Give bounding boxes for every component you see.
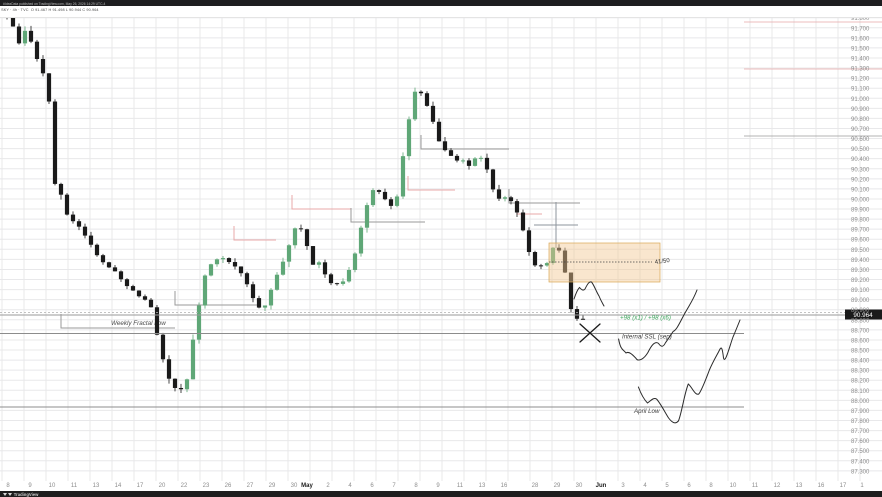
svg-text:23: 23: [203, 483, 210, 489]
svg-text:90.600: 90.600: [851, 137, 870, 143]
svg-text:88.300: 88.300: [851, 369, 870, 375]
svg-text:91.100: 91.100: [851, 87, 870, 93]
svg-text:90.100: 90.100: [851, 187, 870, 193]
svg-text:30: 30: [576, 483, 583, 489]
svg-text:11: 11: [71, 483, 78, 489]
svg-text:89.500: 89.500: [851, 248, 870, 254]
svg-text:+98 (x1) / +98 (x6): +98 (x1) / +98 (x6): [620, 315, 671, 322]
svg-text:29: 29: [269, 483, 276, 489]
svg-text:88.100: 88.100: [851, 389, 870, 395]
svg-text:29: 29: [554, 483, 561, 489]
svg-text:11: 11: [752, 483, 759, 489]
svg-text:90.400: 90.400: [851, 157, 870, 163]
svg-text:22: 22: [181, 483, 188, 489]
svg-text:90.700: 90.700: [851, 127, 870, 133]
svg-text:30: 30: [291, 483, 298, 489]
svg-text:89.000: 89.000: [851, 298, 870, 304]
svg-text:11: 11: [457, 483, 464, 489]
svg-text:13: 13: [796, 483, 803, 489]
svg-text:90.900: 90.900: [851, 107, 870, 113]
svg-text:16: 16: [501, 483, 508, 489]
svg-text:28: 28: [532, 483, 539, 489]
svg-text:88.200: 88.200: [851, 379, 870, 385]
svg-text:April Low: April Low: [633, 408, 660, 415]
svg-text:89.400: 89.400: [851, 258, 870, 264]
svg-text:91.300: 91.300: [851, 67, 870, 73]
svg-text:10: 10: [49, 483, 56, 489]
svg-text:87.300: 87.300: [851, 469, 870, 475]
svg-text:87.900: 87.900: [851, 409, 870, 415]
svg-text:89.700: 89.700: [851, 228, 870, 234]
svg-text:90.300: 90.300: [851, 167, 870, 173]
svg-text:13: 13: [93, 483, 100, 489]
svg-text:Internal SSL (sep): Internal SSL (sep): [622, 334, 672, 341]
svg-text:89.200: 89.200: [851, 278, 870, 284]
svg-text:17: 17: [840, 483, 847, 489]
svg-text:27: 27: [247, 483, 254, 489]
svg-text:16: 16: [818, 483, 825, 489]
svg-text:20: 20: [159, 483, 166, 489]
svg-text:88.800: 88.800: [851, 318, 870, 324]
svg-text:90.800: 90.800: [851, 117, 870, 123]
svg-text:89.300: 89.300: [851, 268, 870, 274]
svg-text:26: 26: [225, 483, 232, 489]
svg-text:12: 12: [774, 483, 781, 489]
svg-text:Jun: Jun: [596, 483, 607, 489]
svg-text:90.200: 90.200: [851, 177, 870, 183]
svg-text:88.900: 88.900: [851, 308, 870, 314]
svg-text:91.400: 91.400: [851, 56, 870, 62]
svg-text:87.800: 87.800: [851, 419, 870, 425]
svg-text:87.500: 87.500: [851, 449, 870, 455]
svg-text:91.600: 91.600: [851, 36, 870, 42]
svg-text:89.600: 89.600: [851, 238, 870, 244]
svg-text:17: 17: [137, 483, 144, 489]
svg-text:91.700: 91.700: [851, 26, 870, 32]
svg-text:88.000: 88.000: [851, 399, 870, 405]
svg-text:88.700: 88.700: [851, 328, 870, 334]
svg-text:13: 13: [479, 483, 486, 489]
svg-text:87.700: 87.700: [851, 429, 870, 435]
svg-text:89.800: 89.800: [851, 218, 870, 224]
svg-text:89.900: 89.900: [851, 208, 870, 214]
svg-text:91.500: 91.500: [851, 46, 870, 52]
svg-text:87.600: 87.600: [851, 439, 870, 445]
svg-text:88.500: 88.500: [851, 349, 870, 355]
svg-text:90.500: 90.500: [851, 147, 870, 153]
svg-text:89.100: 89.100: [851, 288, 870, 294]
svg-text:90.000: 90.000: [851, 197, 870, 203]
svg-text:91.200: 91.200: [851, 77, 870, 83]
svg-text:May: May: [301, 483, 313, 489]
svg-text:87.400: 87.400: [851, 459, 870, 465]
svg-text:10: 10: [730, 483, 737, 489]
svg-text:88.400: 88.400: [851, 359, 870, 365]
svg-text:91.000: 91.000: [851, 97, 870, 103]
svg-text:14: 14: [115, 483, 122, 489]
svg-text:88.600: 88.600: [851, 338, 870, 344]
